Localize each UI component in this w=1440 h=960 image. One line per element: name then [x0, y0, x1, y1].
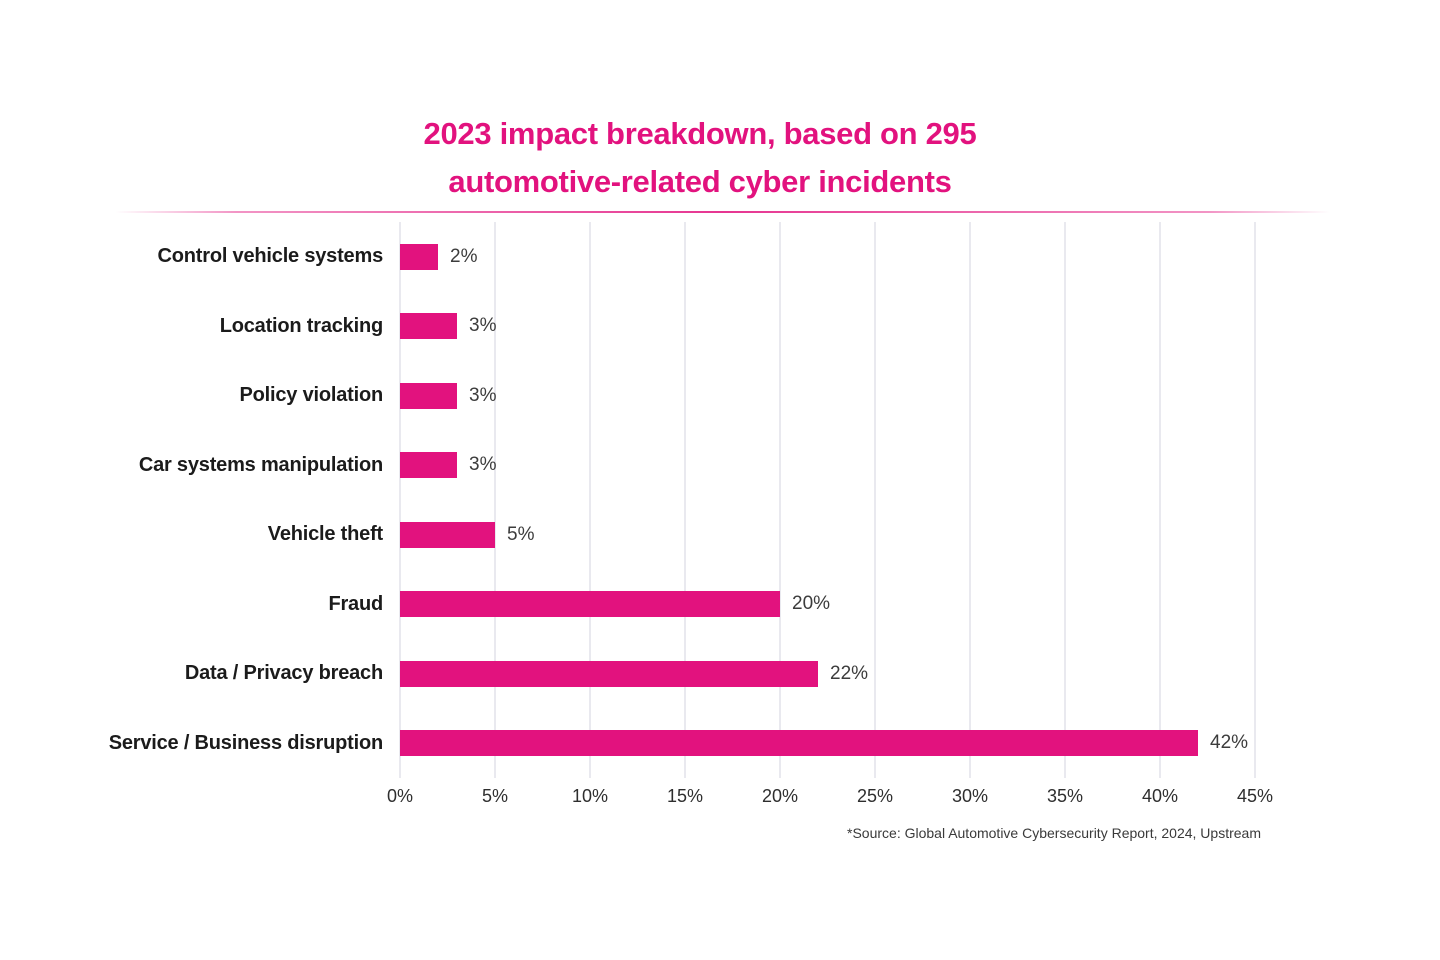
- bar-value-label: 22%: [830, 662, 869, 684]
- bar: [400, 313, 457, 340]
- bar: [400, 730, 1198, 757]
- category-label: Fraud: [328, 592, 383, 615]
- gridline: [969, 222, 971, 778]
- category-label: Policy violation: [239, 384, 384, 407]
- bar-row: 20%: [400, 570, 1440, 640]
- x-tick-label: 35%: [1046, 786, 1084, 806]
- bar-row: 2%: [400, 222, 1440, 292]
- bar-value-label: 3%: [469, 454, 497, 476]
- gridline: [589, 222, 591, 778]
- bar-row: 3%: [400, 361, 1440, 431]
- x-tick-label: 20%: [761, 786, 799, 806]
- bar-row: 42%: [400, 709, 1440, 779]
- bar: [400, 382, 457, 409]
- bar: [400, 660, 818, 687]
- bar-value-label: 20%: [792, 593, 831, 615]
- bar: [400, 243, 438, 270]
- chart-title: 2023 impact breakdown, based on 295 autom…: [0, 110, 1400, 206]
- category-axis: Control vehicle systems Location tracking…: [0, 222, 383, 778]
- chart-title-line2: automotive-related cyber incidents: [448, 164, 952, 199]
- x-axis: 0% 5% 10% 15% 20% 25% 30% 35% 40% 45%: [387, 786, 1273, 812]
- x-tick-label: 45%: [1236, 786, 1274, 806]
- bar-value-label: 3%: [469, 384, 497, 406]
- bar-row: 22%: [400, 639, 1440, 709]
- bar: [400, 521, 495, 548]
- gridline: [1159, 222, 1161, 778]
- bar-row: 5%: [400, 500, 1440, 570]
- bar-row: 3%: [400, 431, 1440, 501]
- gridline: [1254, 222, 1256, 778]
- bar: [400, 591, 780, 618]
- x-tick-label: 40%: [1141, 786, 1179, 806]
- bar-value-label: 2%: [450, 245, 478, 267]
- x-tick-label: 10%: [571, 786, 609, 806]
- gridline: [874, 222, 876, 778]
- gridline: [399, 222, 401, 778]
- bar-value-label: 3%: [469, 315, 497, 337]
- plot-area: [399, 222, 1256, 778]
- category-label: Control vehicle systems: [157, 245, 384, 268]
- gridline: [1064, 222, 1066, 778]
- category-label: Data / Privacy breach: [184, 662, 383, 685]
- x-tick-label: 25%: [856, 786, 894, 806]
- gridline: [684, 222, 686, 778]
- gridline: [494, 222, 496, 778]
- x-tick-label: 5%: [481, 786, 509, 806]
- x-tick-label: 0%: [386, 786, 414, 806]
- bar: [400, 452, 457, 479]
- bar-row: 3%: [400, 292, 1440, 362]
- category-label: Location tracking: [219, 314, 383, 337]
- bar-value-label: 5%: [507, 523, 535, 545]
- category-label: Service / Business disruption: [108, 731, 383, 754]
- source-note: *Source: Global Automotive Cybersecurity…: [847, 825, 1261, 841]
- x-tick-label: 15%: [666, 786, 704, 806]
- bar-series: 2% 3% 3% 3% 5% 20% 22% 42%: [400, 222, 1440, 778]
- gridline: [779, 222, 781, 778]
- title-divider: [115, 211, 1330, 213]
- bar-value-label: 42%: [1210, 732, 1249, 754]
- category-label: Vehicle theft: [267, 523, 383, 546]
- category-label: Car systems manipulation: [138, 453, 383, 476]
- chart-title-line1: 2023 impact breakdown, based on 295: [423, 116, 977, 151]
- x-tick-label: 30%: [951, 786, 989, 806]
